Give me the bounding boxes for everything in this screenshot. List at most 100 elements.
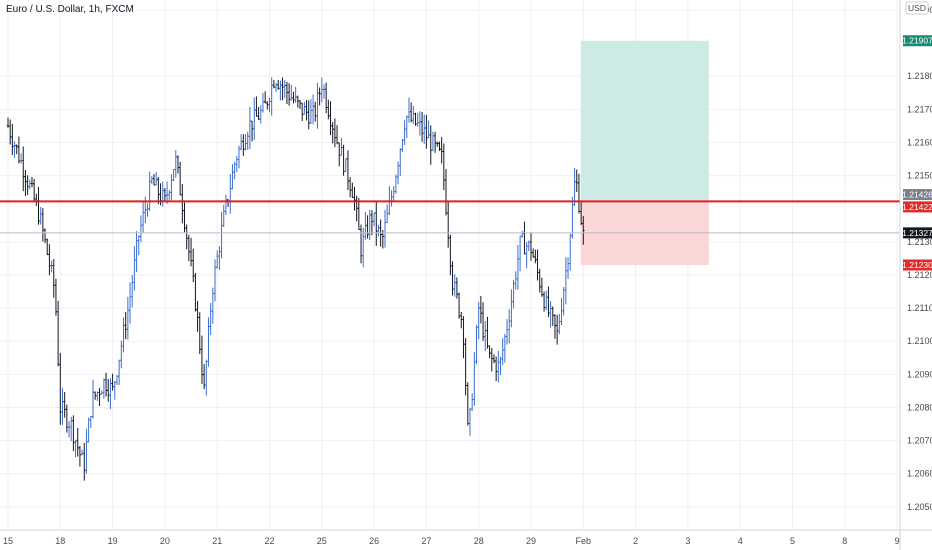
ohlc-bar <box>536 249 539 281</box>
ohlc-bar <box>558 313 561 335</box>
ohlc-bar <box>571 196 574 239</box>
ohlc-bar <box>479 296 483 324</box>
ohlc-bar <box>375 200 378 246</box>
ohlc-bar <box>131 274 134 308</box>
x-tick-label: 8 <box>842 536 847 546</box>
ohlc-bar <box>128 282 132 324</box>
ohlc-bar <box>508 309 511 344</box>
ohlc-bar <box>331 122 334 144</box>
ohlc-bar <box>32 178 36 202</box>
position-tool[interactable] <box>580 40 709 265</box>
ohlc-bar <box>224 194 228 216</box>
ohlc-bar <box>298 99 302 110</box>
ohlc-bar <box>185 224 188 250</box>
ohlc-bar <box>102 378 106 399</box>
ohlc-bar <box>566 257 570 279</box>
x-tick-label: 25 <box>317 536 327 546</box>
y-tick-label: 1.20700 <box>907 436 932 446</box>
ohlc-bar <box>141 200 145 233</box>
chart-title: Euro / U.S. Dollar, 1h, FXCM <box>6 4 134 15</box>
ohlc-bar <box>329 101 332 136</box>
ohlc-bar <box>446 200 450 248</box>
ohlc-bar <box>93 391 97 400</box>
ohlc-bar <box>277 80 280 90</box>
x-tick-label: 19 <box>108 536 118 546</box>
ohlc-bar <box>351 182 354 198</box>
ohlc-bar <box>309 98 313 125</box>
ohlc-bar <box>76 427 79 457</box>
ohlc-bar <box>503 333 507 363</box>
ohlc-bar <box>486 316 489 349</box>
ohlc-bar <box>414 112 417 126</box>
ohlc-bar <box>272 79 276 89</box>
ohlc-bar <box>399 148 402 176</box>
ohlc-bar <box>523 221 526 255</box>
ohlc-bar <box>111 373 114 391</box>
ohlc-bar <box>392 186 395 201</box>
ohlc-bar <box>531 248 535 258</box>
ohlc-bar <box>46 238 49 256</box>
ohlc-bar <box>529 232 533 261</box>
ohlc-bar <box>65 404 69 433</box>
horizontal-lines[interactable] <box>0 200 900 234</box>
ohlc-bar <box>98 388 101 407</box>
ohlc-bar <box>423 114 426 144</box>
ohlc-bar <box>412 105 415 124</box>
x-tick-label: 20 <box>160 536 170 546</box>
ohlc-bar <box>19 153 23 164</box>
ohlc-bar <box>318 87 321 106</box>
x-tick-label: Feb <box>576 536 592 546</box>
ohlc-bar <box>157 176 160 205</box>
price-labels: 1.21907 1.21426 1.21422 1.21327 1.21230 <box>902 35 932 271</box>
y-tick-label: 1.21500 <box>907 171 932 181</box>
ohlc-bar <box>13 141 16 158</box>
ohlc-bar <box>569 233 572 271</box>
ohlc-bar <box>405 115 408 139</box>
ohlc-bar <box>266 101 269 110</box>
ohlc-bar <box>170 174 173 200</box>
ohlc-bar <box>547 286 550 318</box>
price-pill-stop <box>903 259 932 271</box>
ohlc-bar <box>307 100 310 130</box>
ohlc-bar <box>198 312 201 355</box>
y-tick-label: 1.21700 <box>907 104 932 114</box>
price-pill-label: 1.21327 <box>902 228 932 238</box>
price-pill-current <box>903 227 932 239</box>
x-tick-label: 3 <box>685 536 690 546</box>
ohlc-bar <box>534 249 537 264</box>
ohlc-bar <box>499 356 502 376</box>
ohlc-bar <box>229 173 232 214</box>
ohlc-bar <box>294 86 297 104</box>
ohlc-bar <box>174 150 177 178</box>
ohlc-bar <box>216 250 219 269</box>
ohlc-bar <box>50 260 53 273</box>
x-tick-label: 5 <box>790 536 795 546</box>
ohlc-bar <box>91 379 95 419</box>
ohlc-bar <box>344 158 347 172</box>
ohlc-bar <box>462 316 465 359</box>
ohlc-bar <box>303 101 306 115</box>
ohlc-bar <box>211 287 215 324</box>
ohlc-bar <box>477 301 480 340</box>
price-pill-resistance <box>903 201 932 213</box>
ohlc-bar <box>324 82 328 114</box>
ohlc-bar <box>442 143 446 191</box>
ohlc-bar <box>555 314 559 345</box>
ohlc-bar <box>390 190 393 207</box>
ohlc-bar <box>314 101 317 122</box>
ohlc-bar <box>370 210 374 236</box>
ohlc-bar <box>501 338 504 366</box>
ohlc-bar <box>263 91 267 104</box>
ohlc-bar <box>564 257 568 305</box>
ohlc-bar <box>148 171 151 212</box>
ohlc-bar <box>48 244 51 276</box>
currency-box <box>905 1 929 15</box>
ohlc-bar <box>385 204 389 223</box>
x-tick-label: 2 <box>633 536 638 546</box>
ohlc-bar <box>56 300 60 367</box>
ohlc-bar <box>126 296 130 340</box>
ohlc-bar <box>492 354 496 364</box>
ohlc-bar <box>401 139 404 153</box>
